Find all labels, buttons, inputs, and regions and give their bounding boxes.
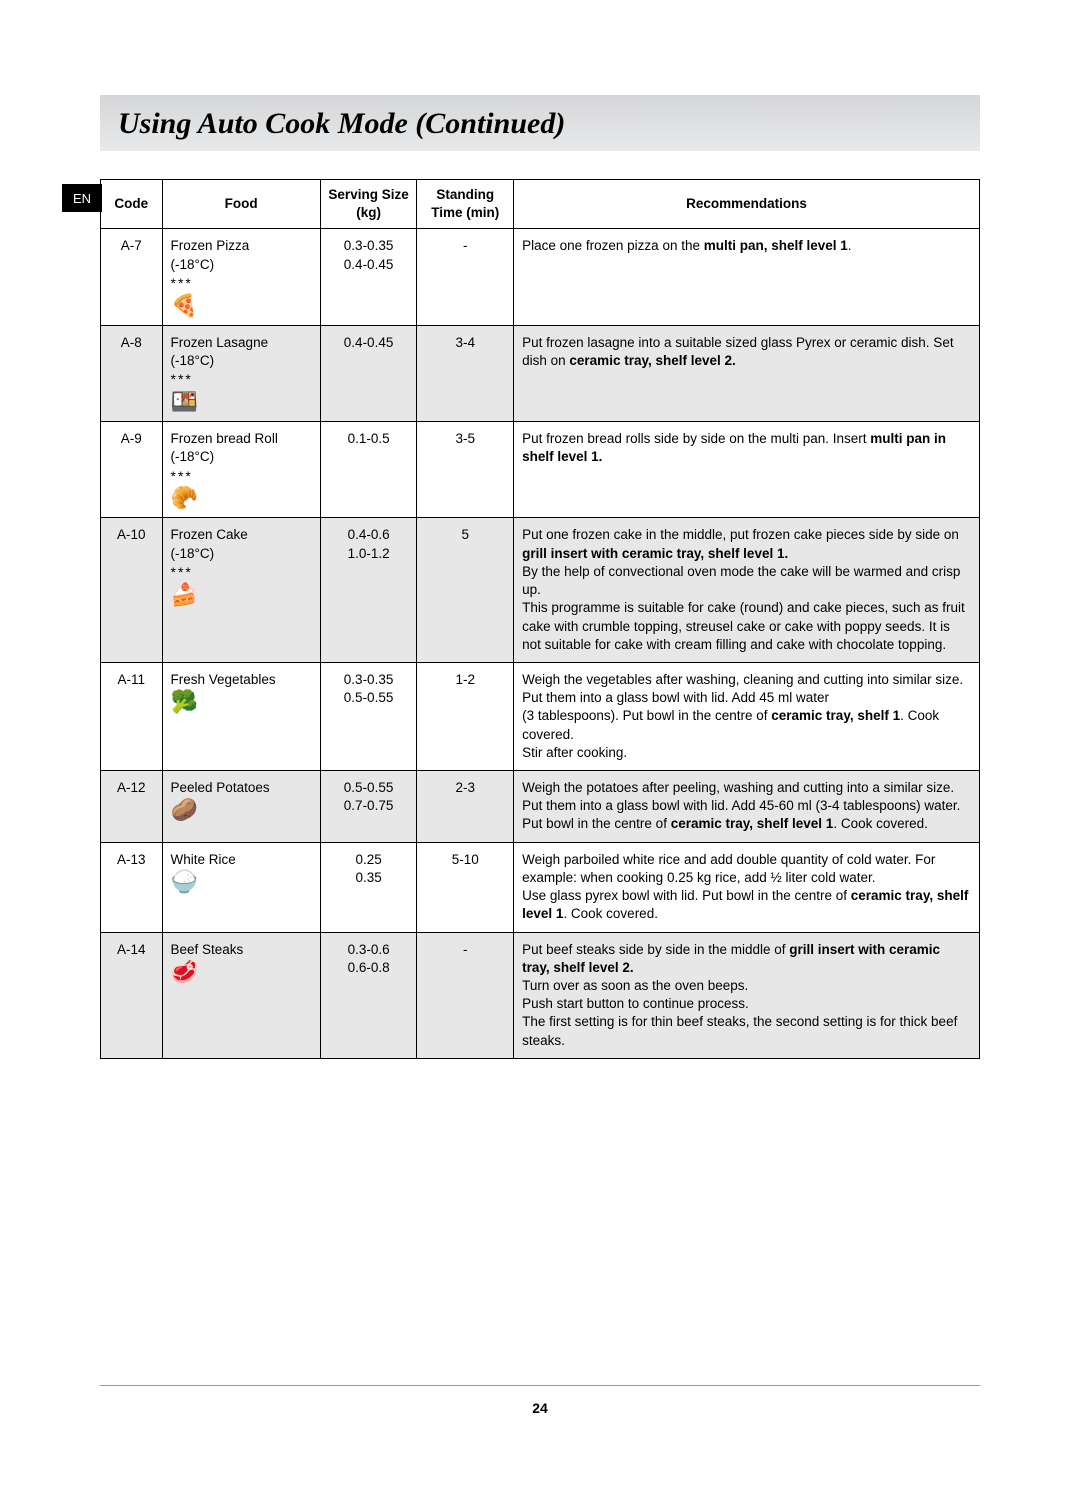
cell-serving-size: 0.3-0.350.5-0.55 (320, 662, 417, 770)
food-name: Fresh Vegetables (171, 671, 312, 689)
table-row: A-13 White Rice 🍚 0.250.355-10Weigh parboil… (101, 842, 980, 932)
food-temp: (-18°C) (171, 545, 312, 563)
cell-recommendations: Put beef steaks side by side in the midd… (514, 932, 980, 1058)
cell-serving-size: 0.1-0.5 (320, 422, 417, 518)
food-name: Peeled Potatoes (171, 779, 312, 797)
cell-food: Frozen Cake(-18°C)*** 🍰 (162, 518, 320, 663)
cell-standing-time: - (417, 932, 514, 1058)
food-icon: 🍰 (171, 584, 312, 606)
cell-serving-size: 0.4-0.45 (320, 325, 417, 421)
table-row: A-10 Frozen Cake(-18°C)*** 🍰 0.4-0.61.0-1.2… (101, 518, 980, 663)
frozen-stars-icon: *** (171, 274, 312, 293)
title-bar: Using Auto Cook Mode (Continued) (100, 95, 980, 151)
food-icon: 🥐 (171, 487, 312, 509)
cell-food: Frozen bread Roll(-18°C)***🥐 (162, 422, 320, 518)
table-header-row: Code Food Serving Size (kg) Standing Tim… (101, 180, 980, 229)
cell-code: A-9 (101, 422, 163, 518)
auto-cook-table: Code Food Serving Size (kg) Standing Tim… (100, 179, 980, 1059)
header-size: Serving Size (kg) (320, 180, 417, 229)
cell-code: A-11 (101, 662, 163, 770)
header-food: Food (162, 180, 320, 229)
food-icon: 🍱 (171, 391, 312, 413)
cell-food: Beef Steaks 🥩 (162, 932, 320, 1058)
cell-standing-time: 1-2 (417, 662, 514, 770)
food-temp: (-18°C) (171, 256, 312, 274)
food-name: Frozen bread Roll (171, 430, 312, 448)
food-icon: 🥔 (171, 799, 312, 821)
cell-recommendations: Weigh the vegetables after washing, clea… (514, 662, 980, 770)
cell-food: Frozen Pizza(-18°C)*** 🍕 (162, 229, 320, 325)
cell-serving-size: 0.4-0.61.0-1.2 (320, 518, 417, 663)
cell-standing-time: 2-3 (417, 771, 514, 843)
cell-serving-size: 0.3-0.60.6-0.8 (320, 932, 417, 1058)
cell-food: Frozen Lasagne(-18°C)*** 🍱 (162, 325, 320, 421)
cell-code: A-8 (101, 325, 163, 421)
cell-serving-size: 0.3-0.350.4-0.45 (320, 229, 417, 325)
cell-serving-size: 0.250.35 (320, 842, 417, 932)
food-icon: 🥩 (171, 961, 312, 983)
cell-recommendations: Weigh parboiled white rice and add doubl… (514, 842, 980, 932)
page-container: Using Auto Cook Mode (Continued) Code Fo… (0, 0, 1080, 1119)
food-name: Beef Steaks (171, 941, 312, 959)
food-temp: (-18°C) (171, 352, 312, 370)
cell-food: Fresh Vegetables 🥦 (162, 662, 320, 770)
food-icon: 🍚 (171, 871, 312, 893)
page-number: 24 (0, 1400, 1080, 1416)
cell-recommendations: Put frozen bread rolls side by side on t… (514, 422, 980, 518)
frozen-stars-icon: *** (171, 467, 312, 486)
table-row: A-8 Frozen Lasagne(-18°C)*** 🍱 0.4-0.453-4P… (101, 325, 980, 421)
cell-code: A-12 (101, 771, 163, 843)
cell-code: A-14 (101, 932, 163, 1058)
cell-standing-time: 3-4 (417, 325, 514, 421)
cell-food: Peeled Potatoes 🥔 (162, 771, 320, 843)
cell-standing-time: 5 (417, 518, 514, 663)
food-name: Frozen Pizza (171, 237, 312, 255)
frozen-stars-icon: *** (171, 370, 312, 389)
cell-recommendations: Put frozen lasagne into a suitable sized… (514, 325, 980, 421)
food-name: Frozen Lasagne (171, 334, 312, 352)
food-icon: 🍕 (171, 295, 312, 317)
cell-code: A-13 (101, 842, 163, 932)
page-title: Using Auto Cook Mode (Continued) (118, 107, 962, 141)
cell-recommendations: Put one frozen cake in the middle, put f… (514, 518, 980, 663)
cell-food: White Rice 🍚 (162, 842, 320, 932)
food-name: Frozen Cake (171, 526, 312, 544)
cell-recommendations: Weigh the potatoes after peeling, washin… (514, 771, 980, 843)
frozen-stars-icon: *** (171, 563, 312, 582)
table-row: A-7 Frozen Pizza(-18°C)*** 🍕 0.3-0.350.4-0.… (101, 229, 980, 325)
table-row: A-14 Beef Steaks 🥩 0.3-0.60.6-0.8-Put beef … (101, 932, 980, 1058)
cell-standing-time: - (417, 229, 514, 325)
table-row: A-11 Fresh Vegetables 🥦 0.3-0.350.5-0.551-2… (101, 662, 980, 770)
language-tab: EN (62, 184, 102, 212)
table-row: A-12 Peeled Potatoes 🥔 0.5-0.550.7-0.752-3W… (101, 771, 980, 843)
cell-serving-size: 0.5-0.550.7-0.75 (320, 771, 417, 843)
header-recommendations: Recommendations (514, 180, 980, 229)
food-name: White Rice (171, 851, 312, 869)
food-icon: 🥦 (171, 691, 312, 713)
cell-standing-time: 5-10 (417, 842, 514, 932)
food-temp: (-18°C) (171, 448, 312, 466)
header-code: Code (101, 180, 163, 229)
header-time: Standing Time (min) (417, 180, 514, 229)
cell-recommendations: Place one frozen pizza on the multi pan,… (514, 229, 980, 325)
footer-rule (100, 1385, 980, 1386)
cell-code: A-10 (101, 518, 163, 663)
cell-standing-time: 3-5 (417, 422, 514, 518)
table-row: A-9Frozen bread Roll(-18°C)***🥐0.1-0.53-… (101, 422, 980, 518)
cell-code: A-7 (101, 229, 163, 325)
